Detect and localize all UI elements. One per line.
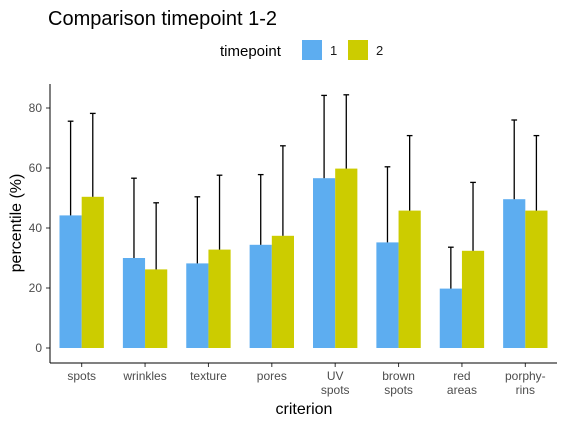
- y-tick-label: 0: [35, 341, 42, 355]
- bar-2: [525, 210, 548, 348]
- x-tick-label: spots: [321, 383, 350, 397]
- bar-1: [122, 258, 146, 348]
- y-tick-label: 40: [29, 221, 43, 235]
- y-axis-title: percentile (%): [8, 174, 25, 273]
- bar-1: [249, 244, 272, 348]
- bar-2: [208, 249, 231, 348]
- bar-1: [376, 242, 399, 348]
- legend-label-1: 1: [330, 43, 337, 58]
- bar-2: [81, 196, 104, 348]
- bar-2: [461, 250, 485, 348]
- error-bars: [67, 94, 540, 289]
- x-tick-label: wrinkles: [122, 369, 166, 383]
- legend-swatch-1: [302, 40, 322, 60]
- bar-2: [145, 269, 168, 348]
- bar-2: [335, 168, 358, 348]
- bar-2: [271, 235, 294, 348]
- x-tick-label: brown: [382, 369, 415, 383]
- y-tick-label: 20: [29, 281, 43, 295]
- x-tick-label: rins: [516, 383, 535, 397]
- bar-1: [439, 288, 462, 348]
- bar-1: [313, 178, 336, 348]
- legend-title: timepoint: [220, 43, 282, 60]
- bar-2: [398, 210, 421, 348]
- bar-1: [503, 199, 526, 348]
- bars: [59, 168, 548, 348]
- legend: timepoint 1 2: [220, 40, 383, 60]
- y-tick-label: 80: [29, 101, 43, 115]
- bar-1: [186, 263, 209, 348]
- y-tick-label: 60: [29, 161, 43, 175]
- y-axis-ticks: 0 20 40 60 80: [29, 101, 50, 355]
- x-tick-label: spots: [67, 369, 96, 383]
- x-tick-label: UV: [327, 369, 344, 383]
- x-tick-label: red: [453, 369, 470, 383]
- x-axis-ticks: spots wrinkles texture pores UVspotsbrownspo…: [67, 363, 546, 397]
- x-axis-title: criterion: [276, 401, 333, 418]
- x-tick-label: texture: [190, 369, 227, 383]
- legend-label-2: 2: [376, 43, 383, 58]
- x-tick-label: spots: [384, 383, 413, 397]
- legend-swatch-2: [348, 40, 368, 60]
- x-tick-label: porphy-: [505, 369, 546, 383]
- bar-1: [59, 215, 82, 348]
- chart-title: Comparison timepoint 1-2: [48, 8, 277, 30]
- x-tick-label: areas: [447, 383, 477, 397]
- x-tick-label: pores: [257, 369, 287, 383]
